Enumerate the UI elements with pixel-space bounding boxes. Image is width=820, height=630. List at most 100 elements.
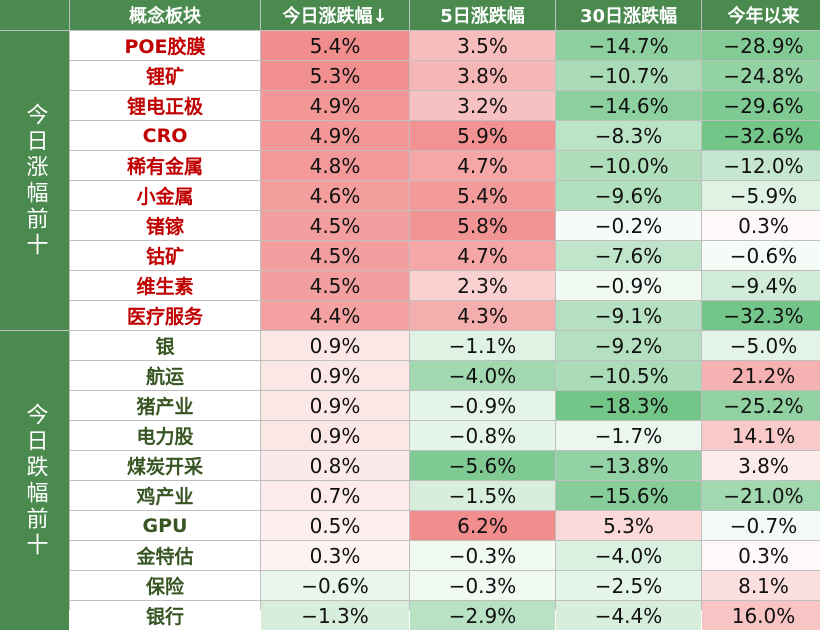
30day-change-cell: −8.3% bbox=[556, 121, 701, 150]
30day-change-cell: −15.6% bbox=[556, 481, 701, 510]
sector-name-cell[interactable]: GPU bbox=[70, 511, 260, 540]
sector-name-cell[interactable]: 锂矿 bbox=[70, 61, 260, 90]
group-label-top-losers: 今日跌幅前十 bbox=[0, 331, 69, 630]
30day-change-cell: −9.2% bbox=[556, 331, 701, 360]
ytd-change-cell: −9.4% bbox=[702, 271, 820, 300]
30day-change-cell: 5.3% bbox=[556, 511, 701, 540]
ytd-change-cell: 0.3% bbox=[702, 541, 820, 570]
ytd-change-cell: 14.1% bbox=[702, 421, 820, 450]
today-change-cell: 0.3% bbox=[261, 541, 409, 570]
group-label-top-gainers: 今日涨幅前十 bbox=[0, 31, 69, 330]
sector-name-cell[interactable]: 银行 bbox=[70, 601, 260, 630]
group-label-text: 今日涨幅前十 bbox=[22, 102, 48, 259]
today-change-cell: 4.8% bbox=[261, 151, 409, 180]
ytd-change-cell: −0.7% bbox=[702, 511, 820, 540]
sector-name-cell[interactable]: 小金属 bbox=[70, 181, 260, 210]
ytd-change-cell: −12.0% bbox=[702, 151, 820, 180]
5day-change-cell: 2.3% bbox=[410, 271, 555, 300]
5day-change-cell: 4.7% bbox=[410, 151, 555, 180]
today-change-cell: 0.8% bbox=[261, 451, 409, 480]
sector-name-cell[interactable]: 银 bbox=[70, 331, 260, 360]
today-change-cell: 4.4% bbox=[261, 301, 409, 330]
group-label-text: 今日跌幅前十 bbox=[22, 402, 48, 559]
sector-name-cell[interactable]: 钴矿 bbox=[70, 241, 260, 270]
5day-change-cell: 4.7% bbox=[410, 241, 555, 270]
30day-change-cell: −0.9% bbox=[556, 271, 701, 300]
ytd-change-cell: −21.0% bbox=[702, 481, 820, 510]
5day-change-cell: 5.8% bbox=[410, 211, 555, 240]
today-change-cell: 4.5% bbox=[261, 211, 409, 240]
30day-change-cell: −18.3% bbox=[556, 391, 701, 420]
sector-name-cell[interactable]: 航运 bbox=[70, 361, 260, 390]
today-change-cell: 4.9% bbox=[261, 121, 409, 150]
corner-header-cell bbox=[0, 0, 69, 30]
5day-change-cell: 3.5% bbox=[410, 31, 555, 60]
sector-name-cell[interactable]: 猪产业 bbox=[70, 391, 260, 420]
today-change-cell: −0.6% bbox=[261, 571, 409, 600]
30day-change-cell: −0.2% bbox=[556, 211, 701, 240]
today-change-cell: 4.9% bbox=[261, 91, 409, 120]
ytd-change-cell: −32.3% bbox=[702, 301, 820, 330]
30day-change-cell: −10.7% bbox=[556, 61, 701, 90]
30day-change-cell: −4.4% bbox=[556, 601, 701, 630]
5day-change-cell: 5.9% bbox=[410, 121, 555, 150]
sector-name-cell[interactable]: 锗镓 bbox=[70, 211, 260, 240]
ytd-change-cell: −0.6% bbox=[702, 241, 820, 270]
header-sector[interactable]: 概念板块 bbox=[70, 0, 260, 30]
today-change-cell: 0.9% bbox=[261, 361, 409, 390]
5day-change-cell: −0.9% bbox=[410, 391, 555, 420]
30day-change-cell: −13.8% bbox=[556, 451, 701, 480]
ytd-change-cell: −24.8% bbox=[702, 61, 820, 90]
today-change-cell: −1.3% bbox=[261, 601, 409, 630]
ytd-change-cell: −29.6% bbox=[702, 91, 820, 120]
30day-change-cell: −10.5% bbox=[556, 361, 701, 390]
5day-change-cell: −4.0% bbox=[410, 361, 555, 390]
ytd-change-cell: −5.0% bbox=[702, 331, 820, 360]
ytd-change-cell: −5.9% bbox=[702, 181, 820, 210]
5day-change-cell: 3.2% bbox=[410, 91, 555, 120]
today-change-cell: 0.7% bbox=[261, 481, 409, 510]
5day-change-cell: 6.2% bbox=[410, 511, 555, 540]
sector-name-cell[interactable]: 医疗服务 bbox=[70, 301, 260, 330]
sector-name-cell[interactable]: 金特估 bbox=[70, 541, 260, 570]
sector-name-cell[interactable]: 稀有金属 bbox=[70, 151, 260, 180]
30day-change-cell: −9.1% bbox=[556, 301, 701, 330]
today-change-cell: 5.4% bbox=[261, 31, 409, 60]
header-today-change[interactable]: 今日涨跌幅↓ bbox=[261, 0, 409, 30]
5day-change-cell: −1.1% bbox=[410, 331, 555, 360]
30day-change-cell: −4.0% bbox=[556, 541, 701, 570]
today-change-cell: 4.6% bbox=[261, 181, 409, 210]
sector-name-cell[interactable]: 维生素 bbox=[70, 271, 260, 300]
today-change-cell: 0.9% bbox=[261, 331, 409, 360]
today-change-cell: 0.9% bbox=[261, 421, 409, 450]
30day-change-cell: −14.7% bbox=[556, 31, 701, 60]
today-change-cell: 0.9% bbox=[261, 391, 409, 420]
ytd-change-cell: 0.3% bbox=[702, 211, 820, 240]
today-change-cell: 0.5% bbox=[261, 511, 409, 540]
30day-change-cell: −7.6% bbox=[556, 241, 701, 270]
5day-change-cell: −0.3% bbox=[410, 541, 555, 570]
ytd-change-cell: 16.0% bbox=[702, 601, 820, 630]
today-change-cell: 4.5% bbox=[261, 241, 409, 270]
5day-change-cell: −0.3% bbox=[410, 571, 555, 600]
30day-change-cell: −14.6% bbox=[556, 91, 701, 120]
ytd-change-cell: 8.1% bbox=[702, 571, 820, 600]
5day-change-cell: −5.6% bbox=[410, 451, 555, 480]
header-ytd-change[interactable]: 今年以来 bbox=[702, 0, 820, 30]
5day-change-cell: 5.4% bbox=[410, 181, 555, 210]
sector-name-cell[interactable]: 锂电正极 bbox=[70, 91, 260, 120]
sector-name-cell[interactable]: 保险 bbox=[70, 571, 260, 600]
header-5day-change[interactable]: 5日涨跌幅 bbox=[410, 0, 555, 30]
today-change-cell: 4.5% bbox=[261, 271, 409, 300]
header-30day-change[interactable]: 30日涨跌幅 bbox=[556, 0, 701, 30]
ytd-change-cell: 21.2% bbox=[702, 361, 820, 390]
30day-change-cell: −2.5% bbox=[556, 571, 701, 600]
sector-name-cell[interactable]: 煤炭开采 bbox=[70, 451, 260, 480]
sector-name-cell[interactable]: CRO bbox=[70, 121, 260, 150]
sector-name-cell[interactable]: 电力股 bbox=[70, 421, 260, 450]
sector-name-cell[interactable]: POE胶膜 bbox=[70, 31, 260, 60]
5day-change-cell: −1.5% bbox=[410, 481, 555, 510]
sector-name-cell[interactable]: 鸡产业 bbox=[70, 481, 260, 510]
ytd-change-cell: −32.6% bbox=[702, 121, 820, 150]
